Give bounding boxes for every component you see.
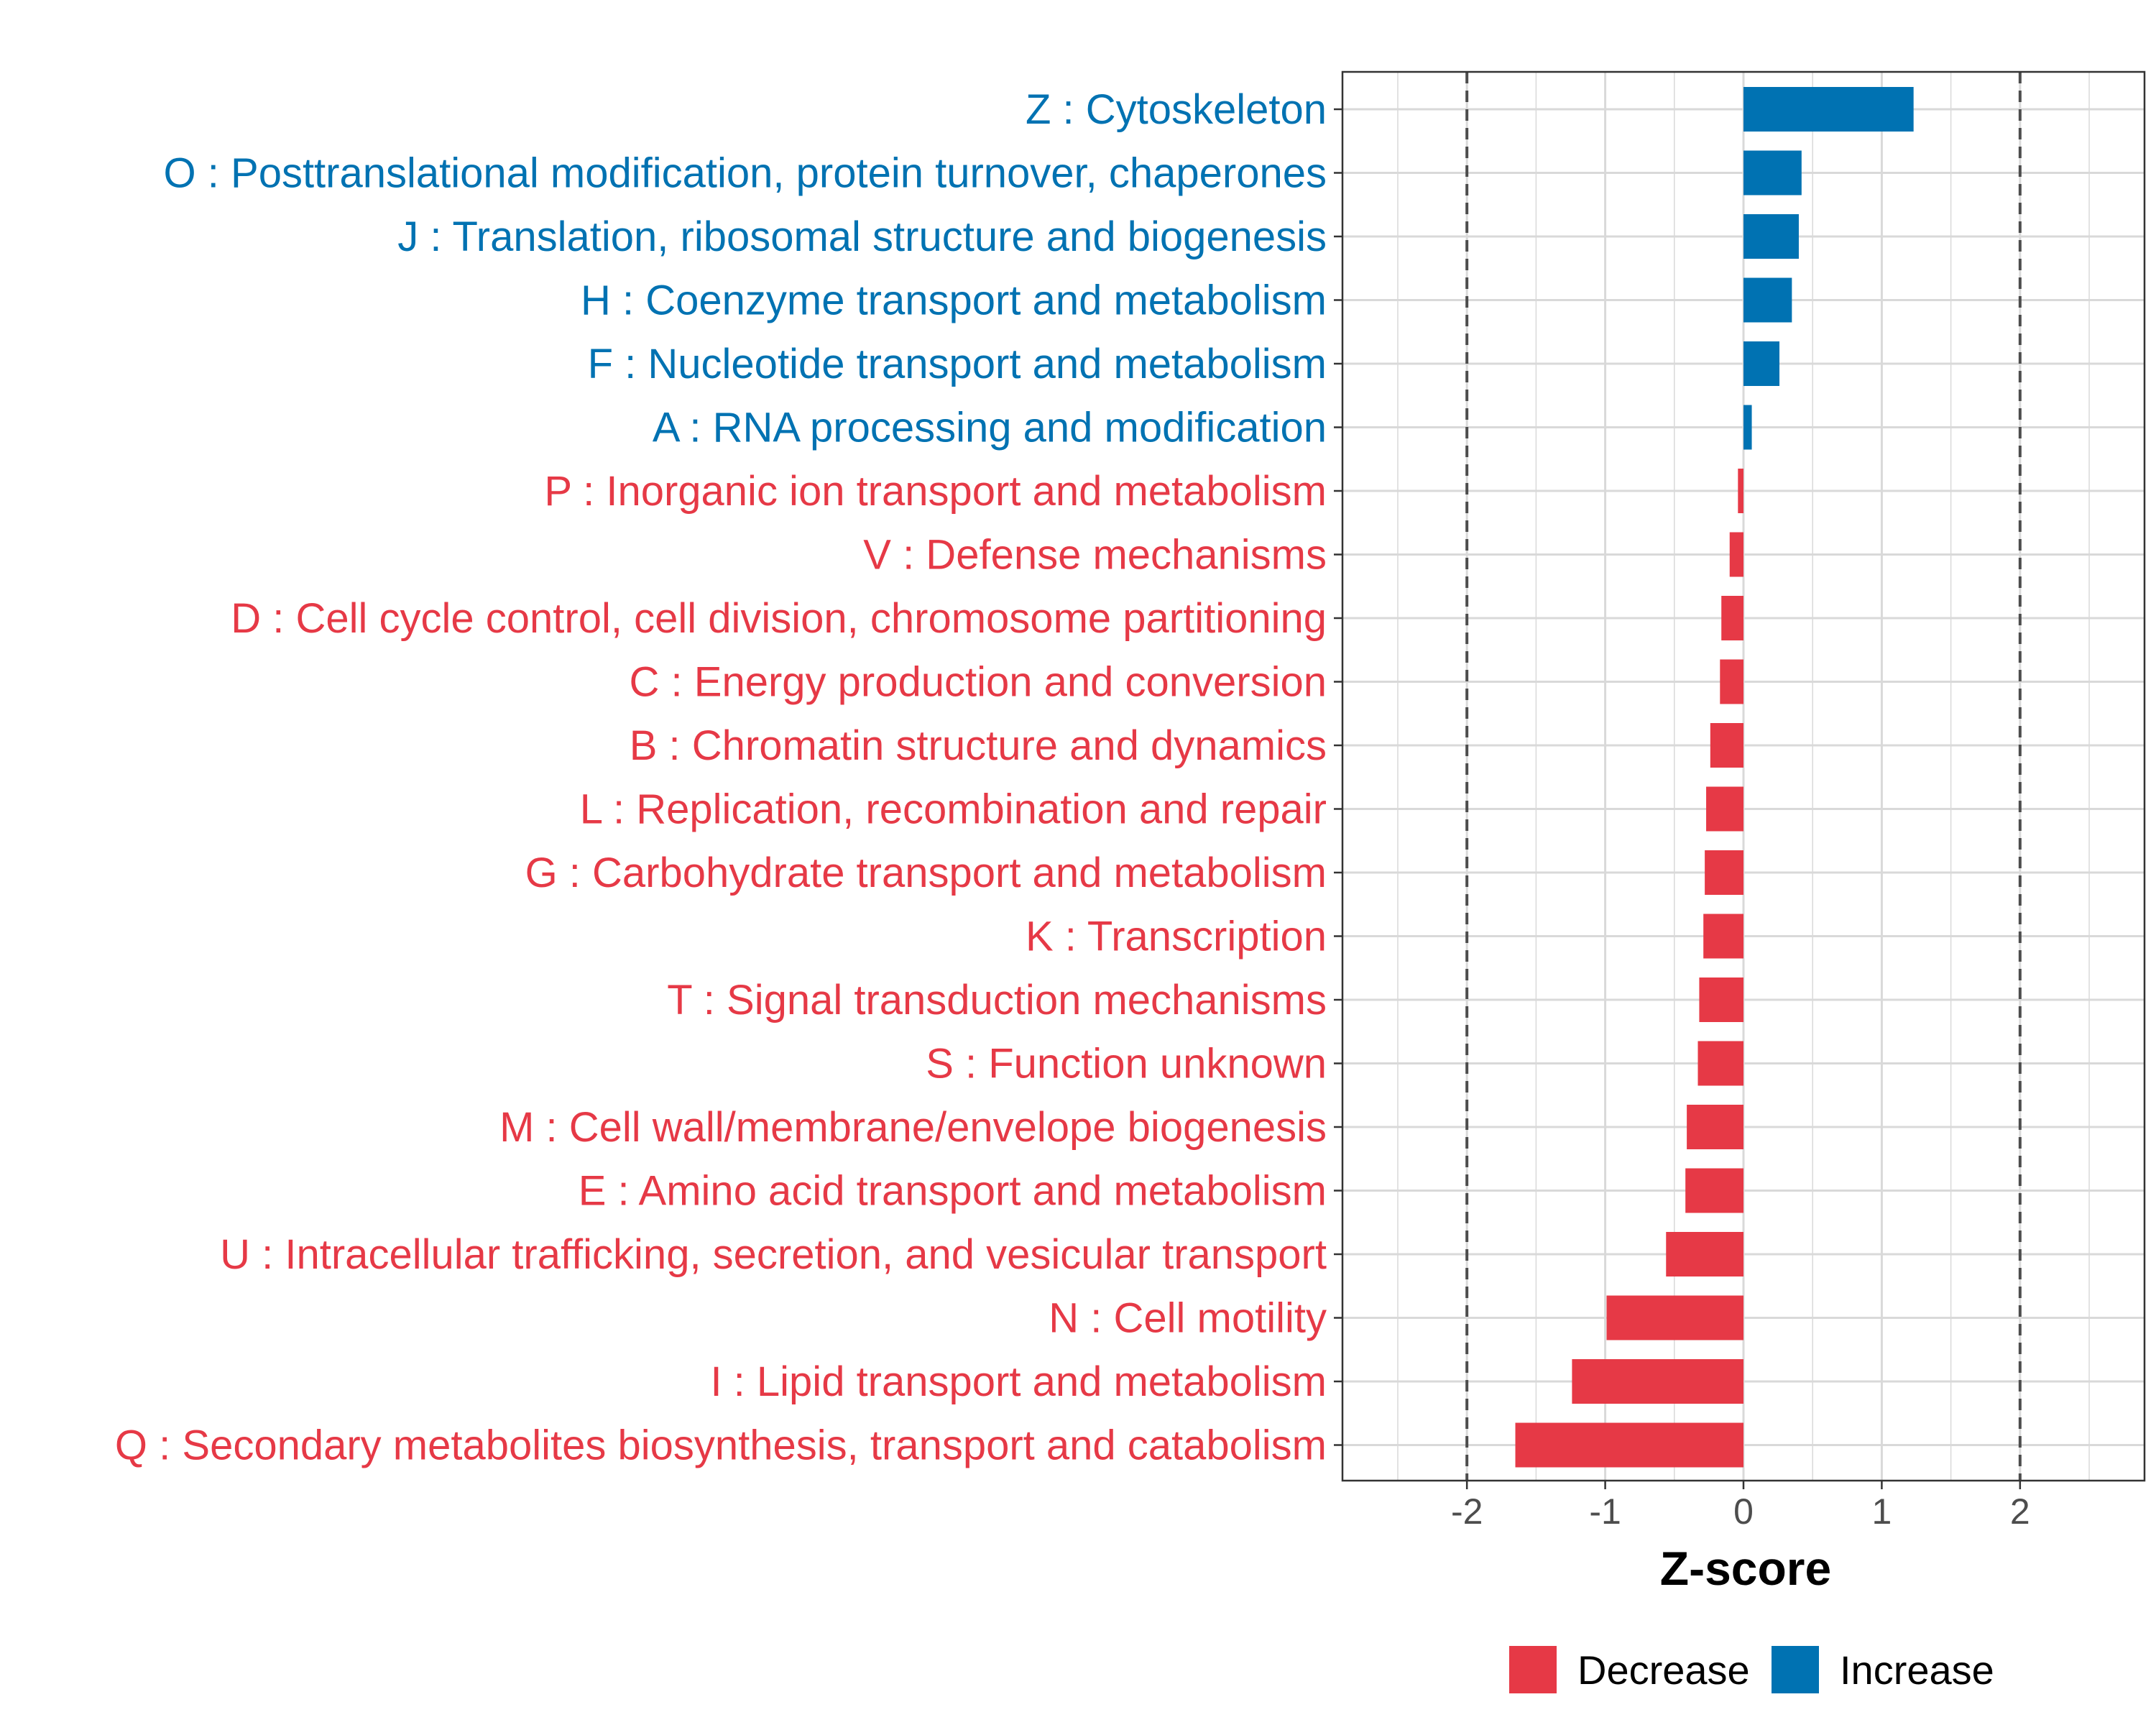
category-label: C : Energy production and conversion xyxy=(630,659,1327,706)
category-label: O : Posttranslational modification, prot… xyxy=(164,150,1327,197)
category-label: A : RNA processing and modification xyxy=(653,405,1327,451)
bar xyxy=(1697,1041,1743,1086)
category-label: G : Carbohydrate transport and metabolis… xyxy=(525,850,1327,896)
category-label: T : Signal transduction mechanisms xyxy=(667,977,1327,1024)
legend-label: Decrease xyxy=(1577,1647,1750,1693)
x-tick-label: 1 xyxy=(1872,1491,1892,1532)
vertical-gridlines xyxy=(1397,72,2090,1481)
bar xyxy=(1729,532,1743,577)
bar xyxy=(1738,469,1743,513)
reference-lines xyxy=(1465,72,2022,1481)
bar xyxy=(1743,87,1914,132)
x-tick-label: -1 xyxy=(1589,1491,1621,1532)
legend-key xyxy=(1509,1646,1557,1693)
legend-label: Increase xyxy=(1840,1647,1994,1693)
bar xyxy=(1706,786,1743,832)
category-label: I : Lipid transport and metabolism xyxy=(710,1358,1327,1405)
category-label: D : Cell cycle control, cell division, c… xyxy=(231,595,1327,642)
category-label: M : Cell wall/membrane/envelope biogenes… xyxy=(499,1104,1327,1151)
category-label: F : Nucleotide transport and metabolism xyxy=(588,341,1327,387)
category-label: H : Coenzyme transport and metabolism xyxy=(581,277,1327,324)
x-axis-title: Z-score xyxy=(1660,1542,1831,1595)
category-label: S : Function unknown xyxy=(926,1041,1327,1087)
category-label: N : Cell motility xyxy=(1049,1295,1327,1342)
bar xyxy=(1743,341,1780,386)
category-label: V : Defense mechanisms xyxy=(863,532,1327,579)
bar xyxy=(1721,596,1743,640)
bar xyxy=(1710,723,1743,768)
category-labels: Z : Cytoskeleton O : Posttranslational mo… xyxy=(115,86,1342,1469)
bar xyxy=(1606,1295,1743,1340)
bar xyxy=(1572,1359,1743,1404)
x-axis-ticks: -2 -1 0 1 2 xyxy=(1451,1481,2030,1532)
bar xyxy=(1666,1232,1743,1276)
category-label: E : Amino acid transport and metabolism xyxy=(579,1168,1327,1215)
bar xyxy=(1685,1168,1743,1213)
x-tick-label: 0 xyxy=(1733,1491,1754,1532)
category-label: P : Inorganic ion transport and metaboli… xyxy=(544,468,1327,515)
category-label: U : Intracellular trafficking, secretion… xyxy=(220,1231,1327,1278)
category-label: B : Chromatin structure and dynamics xyxy=(630,722,1327,769)
x-tick-label: -2 xyxy=(1451,1491,1483,1532)
bar xyxy=(1743,214,1799,259)
bar xyxy=(1699,978,1743,1022)
bar xyxy=(1743,150,1802,196)
category-label: L : Replication, recombination and repai… xyxy=(580,786,1327,833)
bar xyxy=(1743,405,1752,450)
bar xyxy=(1743,277,1792,323)
bar xyxy=(1687,1105,1743,1149)
legend: Decrease Increase xyxy=(1509,1646,1994,1693)
x-tick-label: 2 xyxy=(2010,1491,2030,1532)
legend-key xyxy=(1772,1646,1819,1693)
category-label: Z : Cytoskeleton xyxy=(1026,86,1327,133)
bar xyxy=(1705,850,1743,895)
bars xyxy=(1515,87,1914,1468)
bar xyxy=(1515,1422,1743,1468)
category-label: K : Transcription xyxy=(1026,914,1327,960)
category-label: Q : Secondary metabolites biosynthesis, … xyxy=(115,1422,1327,1469)
category-label: J : Translation, ribosomal structure and… xyxy=(397,213,1327,260)
bar xyxy=(1720,659,1743,704)
bar xyxy=(1703,914,1743,959)
